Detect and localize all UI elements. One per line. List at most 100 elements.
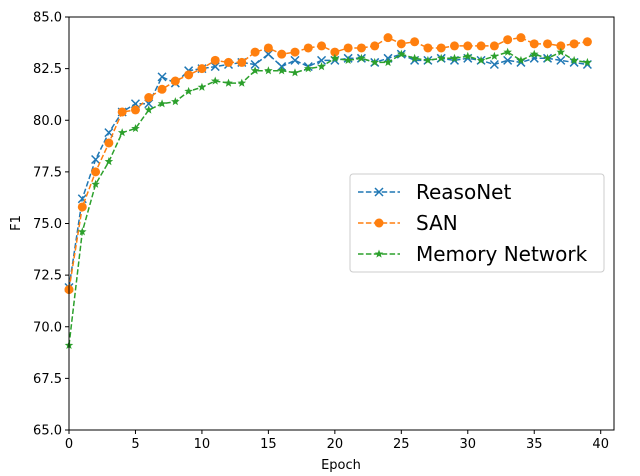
memory-network-point	[370, 57, 380, 67]
san-point	[303, 43, 313, 53]
y-tick-label: 80.0	[33, 114, 62, 129]
y-tick-label: 77.5	[33, 165, 62, 180]
reasonet-point	[250, 59, 260, 70]
san-point	[197, 64, 207, 74]
y-tick-label: 85.0	[33, 11, 62, 26]
san-point	[529, 39, 539, 49]
reasonet-point	[556, 55, 566, 65]
san-point	[436, 43, 446, 53]
reasonet-point	[503, 55, 513, 65]
memory-network-point	[357, 53, 366, 62]
san-point	[423, 43, 433, 53]
memory-network-point	[277, 66, 286, 75]
memory-network-point	[543, 53, 552, 62]
reasonet-point	[489, 59, 499, 70]
reasonet-line	[68, 53, 588, 288]
legend-marker-memory-network	[374, 249, 384, 258]
san-point	[569, 39, 579, 49]
reasonet-point	[317, 55, 327, 65]
memory-network-point	[171, 97, 180, 106]
memory-network-point	[317, 62, 326, 71]
legend-entry-reasonet: ReasoNet	[358, 180, 511, 204]
san-point	[170, 76, 180, 86]
san-point	[356, 43, 366, 53]
memory-network-point	[104, 157, 114, 166]
legend-entry-san: SAN	[358, 211, 458, 235]
memory-network-point	[423, 55, 433, 65]
reasonet-point	[290, 55, 300, 65]
memory-network-point	[184, 86, 193, 95]
legend-entry-memory-network: Memory Network	[358, 242, 588, 266]
legend-box	[349, 173, 605, 273]
y-axis: 65.0 67.5 70.0 72.5 75.0 77.5 80.0 82.5 85.0	[33, 11, 69, 439]
memory-network-point	[237, 78, 247, 87]
san-point	[383, 33, 393, 43]
y-tick-label: 70.0	[33, 320, 62, 335]
san-point	[130, 105, 140, 115]
x-tick-label: 0	[65, 437, 73, 452]
memory-network-point	[290, 68, 300, 77]
reasonet-point	[157, 72, 167, 82]
memory-network-point	[410, 53, 419, 62]
san-point	[330, 47, 340, 57]
san-point	[396, 39, 406, 49]
legend-marker-reasonet	[374, 187, 384, 197]
san-point	[263, 43, 273, 53]
san-point	[343, 43, 353, 53]
plot-area	[64, 33, 592, 349]
y-tick-label: 65.0	[33, 424, 62, 439]
x-tick-label: 35	[526, 437, 543, 452]
memory-network-point	[264, 66, 273, 75]
san-point	[277, 49, 287, 59]
memory-network-point	[450, 53, 459, 62]
san-point	[503, 35, 513, 45]
san-point	[157, 84, 167, 94]
san-point	[370, 41, 380, 51]
memory-network-point	[490, 51, 499, 60]
san-series	[64, 33, 592, 295]
san-point	[210, 55, 220, 65]
memory-network-point	[516, 55, 526, 65]
x-tick-label: 40	[592, 437, 609, 452]
san-point	[224, 57, 234, 67]
x-tick-label: 30	[460, 437, 477, 452]
memory-network-point	[556, 47, 566, 56]
legend-label-memory-network: Memory Network	[416, 242, 588, 266]
y-tick-label: 75.0	[33, 217, 62, 232]
y-axis-label: F1	[9, 215, 24, 231]
memory-network-point	[397, 49, 406, 58]
memory-network-point	[330, 53, 340, 62]
san-point	[476, 41, 486, 51]
memory-network-point	[131, 124, 140, 133]
san-point	[77, 202, 87, 212]
san-point	[104, 138, 114, 148]
san-point	[117, 107, 127, 117]
x-tick-label: 10	[194, 437, 211, 452]
san-point	[144, 93, 154, 103]
memory-network-point	[117, 128, 127, 137]
y-tick-label: 82.5	[33, 62, 62, 77]
legend-label-san: SAN	[416, 211, 458, 235]
memory-network-point	[476, 55, 486, 65]
san-point	[250, 47, 260, 57]
x-tick-label: 5	[131, 437, 139, 452]
san-point	[317, 41, 327, 51]
memory-network-point	[210, 76, 220, 85]
memory-network-point	[303, 64, 313, 73]
san-point	[410, 37, 420, 47]
memory-network-point	[144, 105, 154, 114]
san-point	[582, 37, 592, 47]
x-axis-label: Epoch	[321, 458, 361, 473]
memory-network-point	[569, 55, 579, 65]
memory-network-point	[224, 78, 233, 87]
memory-network-line	[68, 51, 588, 346]
san-point	[449, 41, 459, 51]
memory-network-point	[157, 99, 167, 108]
memory-network-point	[436, 53, 446, 62]
memory-network-point	[78, 227, 87, 236]
san-point	[91, 167, 101, 177]
san-point	[516, 33, 526, 43]
x-tick-label: 15	[260, 437, 277, 452]
memory-network-point	[383, 57, 393, 67]
